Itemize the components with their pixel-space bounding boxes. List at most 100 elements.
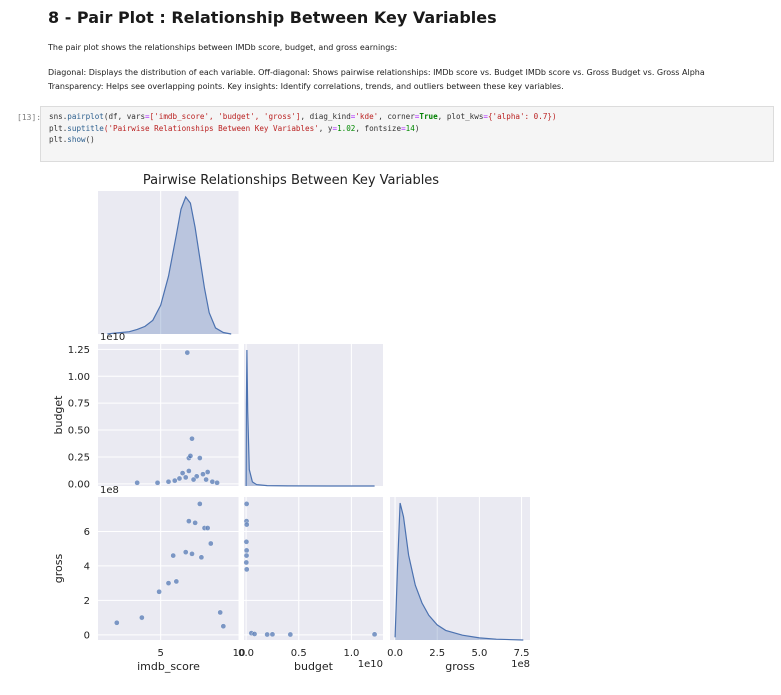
scatter-point xyxy=(200,471,206,477)
code-token: = xyxy=(414,112,420,121)
y-tick-label: 0.25 xyxy=(68,452,90,463)
scatter-point xyxy=(176,475,183,482)
chart-title: Pairwise Relationships Between Key Varia… xyxy=(143,173,439,188)
x-tick-label: 2.5 xyxy=(429,648,445,659)
scatter-point xyxy=(243,521,250,528)
panel-gross-vs-imdb_score xyxy=(98,497,240,640)
code-token: , plot_kws xyxy=(437,112,484,121)
scatter-point xyxy=(243,501,250,507)
scatter-point xyxy=(220,623,227,630)
panel-background xyxy=(98,497,239,640)
panel-background xyxy=(390,497,530,640)
panel-background xyxy=(244,497,383,640)
scatter-point xyxy=(209,478,216,485)
panel-imdb_score-vs-imdb_score xyxy=(98,191,240,335)
code-token: show xyxy=(67,135,86,144)
scatter-point xyxy=(186,518,192,524)
code-cell[interactable] xyxy=(40,106,774,162)
kde-fill-gross xyxy=(395,503,524,640)
scatter-point xyxy=(186,468,192,474)
scatter-point xyxy=(184,349,191,356)
panel-gross-vs-gross xyxy=(390,497,530,641)
scatter-point xyxy=(190,476,197,483)
code-token: plt. xyxy=(49,135,68,144)
kde-line-budget xyxy=(245,349,375,487)
code-token: 14 xyxy=(405,123,415,133)
scatter-point xyxy=(192,520,198,526)
scatter-point xyxy=(165,478,172,485)
y-tick-label: 0.50 xyxy=(68,426,90,437)
panel-background xyxy=(98,344,239,486)
section-heading: 8 - Pair Plot : Relationship Between Key… xyxy=(48,8,497,27)
code-token: , corner xyxy=(378,112,415,121)
scatter-point xyxy=(197,501,203,507)
x-tick-label: 1.0 xyxy=(343,648,359,659)
scatter-point xyxy=(204,469,211,475)
code-token: ['imdb_score', 'budget', 'gross'] xyxy=(149,112,301,121)
x-axis-label-budget: budget xyxy=(294,660,334,673)
details-paragraph-line2: Transparency: Helps see overlapping poin… xyxy=(48,82,564,91)
y-axis-label-gross: gross xyxy=(52,554,65,584)
scatter-point xyxy=(243,538,250,545)
scatter-point xyxy=(182,474,189,481)
kde-line-imdb_score xyxy=(107,195,232,335)
code-token: = xyxy=(145,112,150,121)
y-offset-gross: 1e8 xyxy=(100,485,119,496)
code-token: = xyxy=(332,123,338,133)
y-tick-label: 4 xyxy=(84,561,90,572)
scatter-point xyxy=(203,476,209,483)
x-tick-label: 5.0 xyxy=(471,648,487,659)
x-tick-label: 0.0 xyxy=(238,648,254,659)
panel-background xyxy=(244,344,383,486)
scatter-point xyxy=(139,614,145,621)
scatter-point xyxy=(217,609,223,616)
y-axis-label-budget: budget xyxy=(52,395,65,435)
scatter-point xyxy=(371,631,378,638)
code-token: plt. xyxy=(49,123,68,133)
scatter-point xyxy=(214,479,220,486)
code-token: sns. xyxy=(49,112,68,121)
x-axis-label-gross: gross xyxy=(445,660,475,673)
code-token: 1.02 xyxy=(337,123,356,133)
kde-fill-imdb_score xyxy=(107,197,232,334)
code-token: , fontsize xyxy=(355,123,402,133)
scatter-point xyxy=(243,566,250,573)
code-token: pairplot xyxy=(67,112,104,121)
x-tick-label: 5 xyxy=(157,648,163,659)
scatter-point xyxy=(197,455,203,461)
scatter-point xyxy=(187,453,194,459)
panel-background xyxy=(98,191,239,334)
y-offset-budget: 1e10 xyxy=(100,332,125,343)
scatter-point xyxy=(243,552,250,559)
scatter-point xyxy=(264,631,270,638)
code-token: , y xyxy=(318,123,333,133)
panel-budget-vs-imdb_score xyxy=(98,344,240,486)
scatter-point xyxy=(269,631,276,638)
scatter-point xyxy=(114,619,120,626)
x-tick-label: 7.5 xyxy=(514,648,530,659)
x-axis-label-imdb_score: imdb_score xyxy=(137,660,200,673)
code-token: ('Pairwise Relationships Between Key Var… xyxy=(103,123,319,133)
y-tick-label: 6 xyxy=(84,527,90,538)
scatter-point xyxy=(179,470,186,476)
code-token: (df, vars xyxy=(103,112,146,121)
scatter-point xyxy=(243,559,250,566)
x-offset-gross: 1e8 xyxy=(511,659,530,670)
scatter-point xyxy=(189,435,195,442)
x-offset-budget: 1e10 xyxy=(358,659,383,670)
y-tick-label: 0 xyxy=(84,630,90,641)
code-token: 'kde' xyxy=(355,112,379,121)
code-token: True xyxy=(419,112,438,121)
code-editor[interactable]: sns.pairplot(df, vars=['imdb_score', 'bu… xyxy=(49,111,557,146)
code-token: = xyxy=(401,123,406,133)
kde-line-gross xyxy=(394,502,524,641)
code-token: suptitle xyxy=(67,123,104,133)
code-token: () xyxy=(85,135,95,144)
y-tick-label: 2 xyxy=(84,596,90,607)
y-tick-label: 0.75 xyxy=(68,399,90,410)
scatter-point xyxy=(154,479,161,486)
scatter-point xyxy=(182,549,189,555)
scatter-point xyxy=(198,554,205,561)
scatter-point xyxy=(287,631,294,638)
x-tick-label: 0.0 xyxy=(387,648,403,659)
